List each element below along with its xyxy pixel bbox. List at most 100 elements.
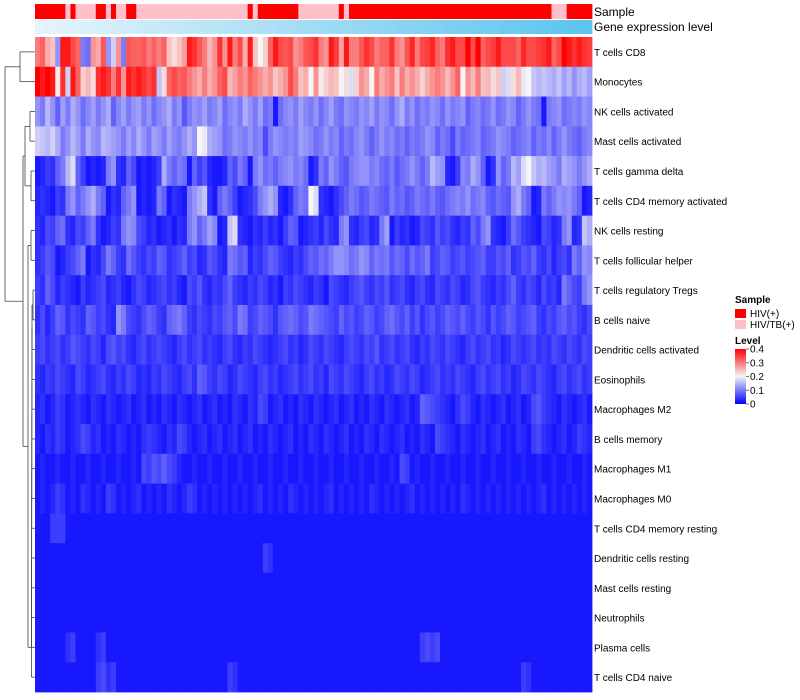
heatmap-cell <box>131 453 137 484</box>
heatmap-cell <box>364 37 370 68</box>
heatmap-cell <box>283 66 289 97</box>
heatmap-cell <box>110 602 117 633</box>
heatmap-cell <box>429 453 436 484</box>
heatmap-cell <box>171 215 178 246</box>
heatmap-cell <box>212 662 218 693</box>
heatmap-cell <box>348 424 355 455</box>
heatmap-cell <box>161 632 168 663</box>
heatmap-cell <box>470 37 476 68</box>
heatmap-cell <box>227 572 233 604</box>
heatmap-cell <box>75 126 81 157</box>
heatmap-cell <box>247 424 254 455</box>
heatmap-cell <box>460 453 466 484</box>
heatmap-cell <box>364 66 370 97</box>
heatmap-cell <box>475 37 481 68</box>
heatmap-cell <box>252 572 259 604</box>
heatmap-cell <box>247 453 254 484</box>
heatmap-cell <box>328 453 335 484</box>
heatmap-cell <box>475 185 481 217</box>
heatmap-cell <box>359 334 365 365</box>
heatmap-cell <box>161 394 168 425</box>
heatmap-cell <box>480 96 487 127</box>
heatmap-cell <box>338 483 345 514</box>
heatmap-cell <box>242 483 249 514</box>
heatmap-cell <box>470 543 476 574</box>
heatmap-cell <box>435 602 441 633</box>
heatmap-cell <box>197 245 203 276</box>
heatmap-cell <box>278 424 284 455</box>
heatmap-cell <box>333 304 340 336</box>
heatmap-cell <box>576 275 583 306</box>
legend-sample-title: Sample <box>735 295 771 306</box>
heatmap-cell <box>278 66 284 97</box>
heatmap-cell <box>364 662 370 693</box>
heatmap-cell <box>65 156 71 187</box>
heatmap-cell <box>247 126 254 157</box>
heatmap-cell <box>470 275 476 306</box>
heatmap-cell <box>262 602 269 633</box>
heatmap-cell <box>566 334 573 365</box>
heatmap-cell <box>389 66 395 97</box>
heatmap-cell <box>409 394 416 425</box>
heatmap-cell <box>308 275 314 306</box>
heatmap-cell <box>318 185 325 217</box>
heatmap-cell <box>348 453 355 484</box>
heatmap-cell <box>242 394 249 425</box>
heatmap-cell <box>460 364 466 395</box>
heatmap-cell <box>161 543 168 574</box>
heatmap-cell <box>404 632 411 663</box>
heatmap-cell <box>176 275 183 306</box>
heatmap-cell <box>384 424 390 455</box>
heatmap-cell <box>586 602 593 633</box>
sample-annotation-cell <box>186 4 193 19</box>
heatmap-cell <box>116 632 122 663</box>
heatmap-cell <box>546 275 552 306</box>
heatmap-cell <box>475 394 481 425</box>
heatmap-cell <box>521 245 527 276</box>
heatmap-cell <box>526 215 532 246</box>
heatmap-cell <box>546 513 552 544</box>
heatmap-cell <box>116 662 122 693</box>
heatmap-cell <box>354 66 360 97</box>
heatmap-cell <box>176 215 183 246</box>
heatmap-cell <box>505 96 512 127</box>
heatmap-cell <box>60 156 66 187</box>
heatmap-cell <box>581 602 588 633</box>
heatmap-cell <box>207 543 213 574</box>
heatmap-cell <box>278 602 284 633</box>
heatmap-cell <box>80 37 87 68</box>
heatmap-cell <box>75 215 81 246</box>
heatmap-cell <box>267 543 274 574</box>
heatmap-cell <box>288 662 294 693</box>
heatmap-cell <box>308 453 314 484</box>
heatmap-cell <box>576 572 583 604</box>
heatmap-cell <box>242 453 249 484</box>
heatmap-cell <box>490 602 497 633</box>
heatmap-cell <box>490 334 497 365</box>
heatmap-cell <box>95 156 102 187</box>
heatmap-cell <box>126 66 132 97</box>
heatmap-cell <box>516 66 522 97</box>
heatmap-cell <box>556 453 563 484</box>
heatmap-cell <box>505 185 512 217</box>
heatmap-cell <box>217 543 223 574</box>
heatmap-cell <box>161 245 168 276</box>
heatmap-cell <box>110 662 117 693</box>
heatmap-cell <box>435 126 441 157</box>
heatmap-cell <box>80 662 87 693</box>
heatmap-cell <box>308 632 314 663</box>
heatmap-cell <box>450 275 456 306</box>
heatmap-cell <box>247 394 254 425</box>
sample-annotation-cell <box>561 4 568 19</box>
heatmap-cell <box>500 364 507 395</box>
heatmap-cell <box>90 96 97 127</box>
heatmap-cell <box>354 602 360 633</box>
heatmap-cell <box>308 304 314 336</box>
heatmap-cell <box>364 483 370 514</box>
heatmap-cell <box>35 483 41 514</box>
heatmap-cell <box>110 304 117 336</box>
heatmap-cell <box>328 126 335 157</box>
heatmap-cell <box>126 453 132 484</box>
heatmap-cell <box>424 602 431 633</box>
heatmap-cell <box>131 215 137 246</box>
